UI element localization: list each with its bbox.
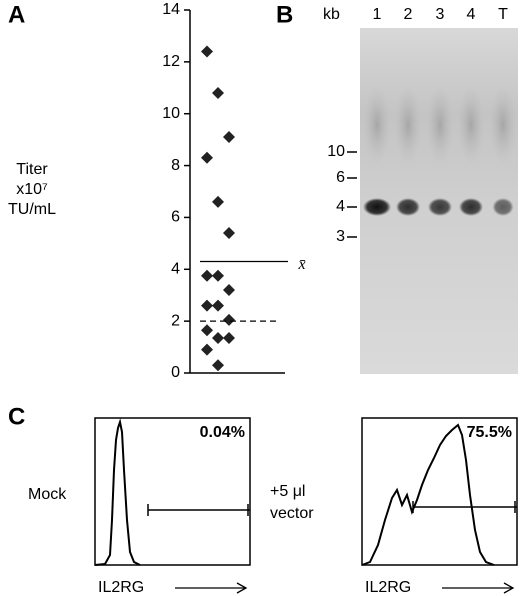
- lane-label: T: [498, 6, 508, 23]
- sample-name: Mock: [28, 486, 67, 503]
- y-tick-label: 2: [171, 312, 180, 329]
- data-point: [223, 131, 235, 144]
- sample-name: vector: [270, 505, 314, 522]
- y-tick-label: 6: [171, 209, 180, 226]
- x-axis-label: IL2RG: [365, 579, 411, 596]
- y-tick-label: 4: [171, 261, 180, 278]
- lane-smear: [363, 85, 391, 165]
- dna-band: [396, 198, 420, 216]
- gate-percent: 75.5%: [467, 424, 512, 441]
- lane-smear: [489, 85, 517, 165]
- marker-label: 4: [336, 198, 345, 215]
- gel-unit: kb: [323, 6, 340, 23]
- data-point: [212, 195, 224, 208]
- arrow-head: [503, 582, 515, 594]
- y-axis-label: Titer: [16, 161, 48, 178]
- data-point: [223, 226, 235, 239]
- data-point: [201, 151, 213, 164]
- panel-label: A: [8, 1, 25, 28]
- dna-band: [363, 198, 391, 216]
- data-point: [212, 86, 224, 99]
- data-point: [201, 45, 213, 58]
- x-axis-label: IL2RG: [98, 579, 144, 596]
- dna-band: [492, 198, 514, 216]
- data-point: [201, 299, 213, 312]
- data-point: [201, 324, 213, 337]
- histogram: [361, 423, 495, 566]
- dna-band: [459, 198, 483, 216]
- y-tick-label: 0: [171, 364, 180, 381]
- marker-label: 3: [336, 228, 345, 245]
- gel-lanes: 1 2 3 4 T 10 6 4 3: [327, 6, 517, 245]
- y-axis-label: x10⁷: [16, 181, 48, 198]
- y-tick-label: 8: [171, 157, 180, 174]
- y-axis-label: TU/mL: [8, 201, 56, 218]
- data-point: [201, 343, 213, 356]
- data-point: [201, 269, 213, 282]
- mean-label: x̄: [297, 256, 305, 273]
- arrow-head: [236, 582, 248, 594]
- panel-label: B: [276, 1, 293, 28]
- panel-label: C: [8, 403, 25, 430]
- lane-smear: [457, 85, 485, 165]
- histogram: [94, 418, 141, 566]
- data-point: [223, 313, 235, 326]
- marker-label: 10: [327, 143, 345, 160]
- histogram-frame: [94, 417, 251, 566]
- sample-name: +5 μl: [270, 483, 305, 500]
- dna-band: [428, 198, 452, 216]
- data-point: [223, 331, 235, 344]
- data-point: [223, 284, 235, 297]
- lane-label: 1: [373, 6, 382, 23]
- y-tick-label: 12: [162, 53, 180, 70]
- data-point: [212, 359, 224, 372]
- lane-label: 3: [436, 6, 445, 23]
- histogram-frame: [361, 417, 518, 566]
- lane-label: 4: [467, 6, 476, 23]
- lane-smear: [426, 85, 454, 165]
- flow-panels: 0.04% Mock IL2RG 75.5% +5 μl vector IL2RG: [28, 417, 518, 596]
- lane-label: 2: [404, 6, 413, 23]
- marker-label: 6: [336, 169, 345, 186]
- y-tick-label: 14: [162, 1, 180, 18]
- y-tick-label: 10: [162, 105, 180, 122]
- gate-percent: 0.04%: [200, 424, 245, 441]
- lane-smear: [394, 85, 422, 165]
- data-point: [212, 269, 224, 282]
- data-point: [212, 299, 224, 312]
- data-point: [212, 331, 224, 344]
